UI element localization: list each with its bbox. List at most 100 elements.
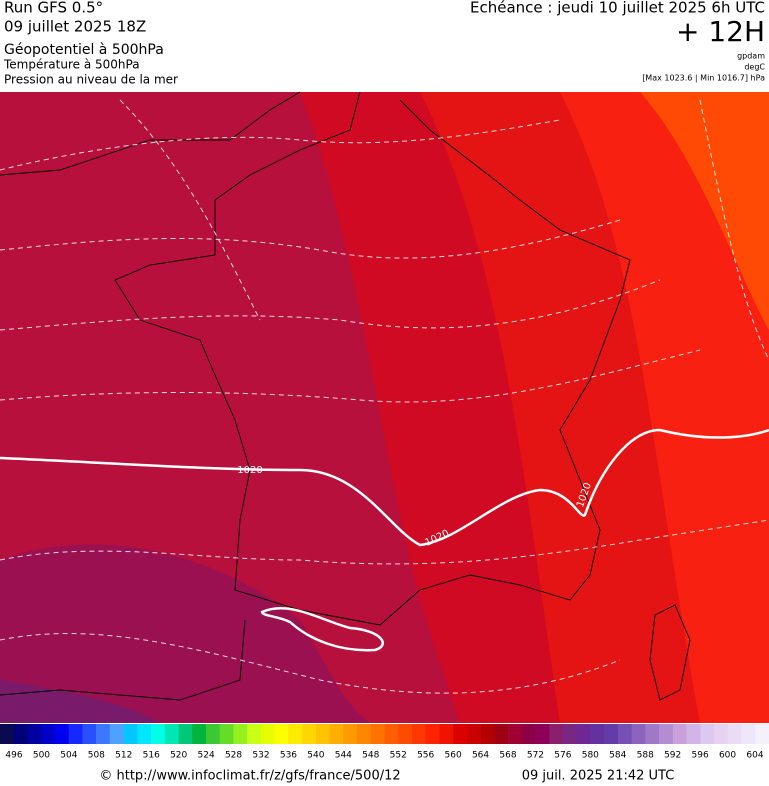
lead-time: + 12H — [676, 15, 765, 48]
color-swatch — [604, 724, 619, 744]
contour — [0, 519, 769, 565]
color-swatch — [714, 724, 729, 744]
color-swatch — [96, 724, 111, 744]
color-swatch — [631, 724, 646, 744]
run-date: 09 juillet 2025 18Z — [4, 18, 146, 36]
colorbar-label: 500 — [33, 751, 50, 761]
colorbar-label: 572 — [527, 751, 544, 761]
color-swatch — [315, 724, 330, 744]
color-swatch — [123, 724, 138, 744]
colorbar-label: 604 — [746, 751, 763, 761]
england-coast — [0, 91, 301, 176]
color-swatch — [398, 724, 413, 744]
contour — [699, 99, 769, 361]
temp-zone — [640, 92, 769, 330]
colorbar-label: 520 — [170, 751, 187, 761]
color-swatch — [343, 724, 358, 744]
field-label: Température à 500hPa — [3, 58, 140, 72]
color-swatch — [411, 724, 426, 744]
isobar-label: 1020 — [237, 465, 262, 476]
color-swatch — [453, 724, 468, 744]
contour — [0, 633, 621, 694]
color-swatch — [508, 724, 523, 744]
contour — [0, 349, 701, 403]
colorbar-label: 576 — [554, 751, 571, 761]
pressure-range: [Max 1023.6 | Min 1016.7] hPa — [642, 74, 765, 83]
temp-zone — [0, 680, 160, 723]
color-swatch — [727, 724, 742, 744]
color-swatch — [164, 724, 179, 744]
forecast-time: Echéance : jeudi 10 juillet 2025 6h UTC — [470, 0, 765, 17]
colorbar-label: 540 — [307, 751, 324, 761]
color-swatch — [466, 724, 481, 744]
color-swatch — [590, 724, 605, 744]
unit: degC — [744, 63, 765, 72]
colorbar-label: 552 — [390, 751, 407, 761]
colorbar-label: 496 — [5, 751, 22, 761]
contour — [119, 99, 261, 321]
color-swatch — [645, 724, 660, 744]
color-swatch — [260, 724, 275, 744]
colorbar-label: 532 — [252, 751, 269, 761]
map: 1020 1020 1020 — [0, 91, 769, 723]
temp-zone — [0, 544, 370, 723]
color-swatch — [659, 724, 674, 744]
colorbar-label: 580 — [582, 751, 599, 761]
color-swatch — [109, 724, 124, 744]
color-swatch — [68, 724, 83, 744]
source-url[interactable]: © http://www.infoclimat.fr/z/gfs/france/… — [99, 769, 400, 784]
color-swatch — [425, 724, 440, 744]
color-swatch — [576, 724, 591, 744]
isobars — [0, 428, 769, 652]
color-swatch — [178, 724, 193, 744]
color-swatch — [617, 724, 632, 744]
colorbar-label: 588 — [637, 751, 654, 761]
color-swatch — [672, 724, 687, 744]
color-swatch — [480, 724, 495, 744]
color-swatch — [274, 724, 289, 744]
field-label: Géopotentiel à 500hPa — [4, 42, 164, 58]
color-swatch — [384, 724, 399, 744]
colorbar-label: 556 — [417, 751, 434, 761]
color-swatch — [82, 724, 97, 744]
color-swatch — [41, 724, 56, 744]
color-swatch — [563, 724, 578, 744]
colorbar-label: 508 — [88, 751, 105, 761]
colorbar-label: 592 — [664, 751, 681, 761]
contour — [0, 119, 561, 171]
colorbar-label: 516 — [143, 751, 160, 761]
color-swatch — [700, 724, 715, 744]
field-label: Pression au niveau de la mer — [4, 73, 178, 87]
color-swatch — [247, 724, 262, 744]
color-swatch — [521, 724, 536, 744]
isobar — [260, 607, 384, 652]
colorbar-label: 544 — [335, 751, 352, 761]
color-swatch — [0, 724, 15, 744]
contours — [0, 99, 769, 694]
unit: gpdam — [737, 52, 765, 61]
colorbar-label: 564 — [472, 751, 489, 761]
colorbar-label: 560 — [445, 751, 462, 761]
isobar — [0, 428, 769, 547]
colorbar-label: 524 — [198, 751, 215, 761]
color-swatch — [370, 724, 385, 744]
colorbar-label: 548 — [362, 751, 379, 761]
color-swatch — [192, 724, 207, 744]
color-swatch — [137, 724, 152, 744]
color-swatch — [219, 724, 234, 744]
color-swatch — [494, 724, 509, 744]
run-title: Run GFS 0.5° — [4, 0, 103, 17]
color-swatch — [755, 724, 769, 744]
colorbar: 496 500 504 508 512 516 520 524 528 532 536 540 544 5… — [0, 724, 769, 761]
color-swatch — [302, 724, 317, 744]
color-swatch — [13, 724, 28, 744]
timestamp: 09 juil. 2025 21:42 UTC — [522, 769, 675, 784]
color-swatch — [205, 724, 221, 744]
corsica — [649, 604, 691, 701]
france-outline — [114, 91, 631, 626]
temp-zone — [560, 92, 769, 723]
color-swatch — [439, 724, 454, 744]
color-swatch — [535, 724, 550, 744]
